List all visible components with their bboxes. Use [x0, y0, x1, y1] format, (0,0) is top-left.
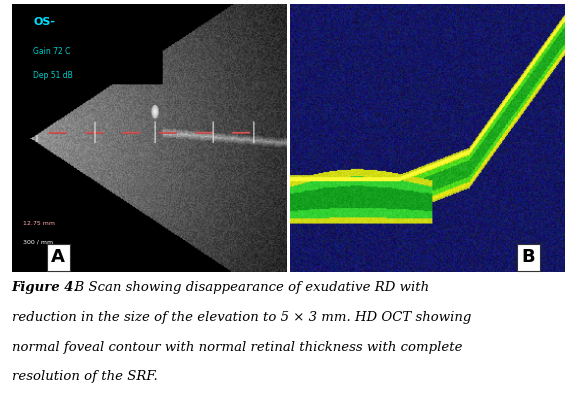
Text: B Scan showing disappearance of exudative RD with: B Scan showing disappearance of exudativ… — [66, 281, 429, 294]
Text: reduction in the size of the elevation to 5 × 3 mm. HD OCT showing: reduction in the size of the elevation t… — [12, 311, 471, 324]
Text: normal foveal contour with normal retinal thickness with complete: normal foveal contour with normal retina… — [12, 340, 462, 353]
Text: 12.75 mm: 12.75 mm — [23, 221, 54, 226]
Text: OS-: OS- — [33, 17, 55, 27]
Text: Gain 72 C: Gain 72 C — [33, 47, 71, 56]
Text: Figure 4.: Figure 4. — [12, 281, 78, 294]
Text: 300 / mm: 300 / mm — [23, 240, 53, 245]
Text: resolution of the SRF.: resolution of the SRF. — [12, 370, 158, 383]
Text: A: A — [51, 248, 65, 266]
Text: B: B — [522, 248, 535, 266]
Text: Dep 51 dB: Dep 51 dB — [33, 71, 73, 80]
